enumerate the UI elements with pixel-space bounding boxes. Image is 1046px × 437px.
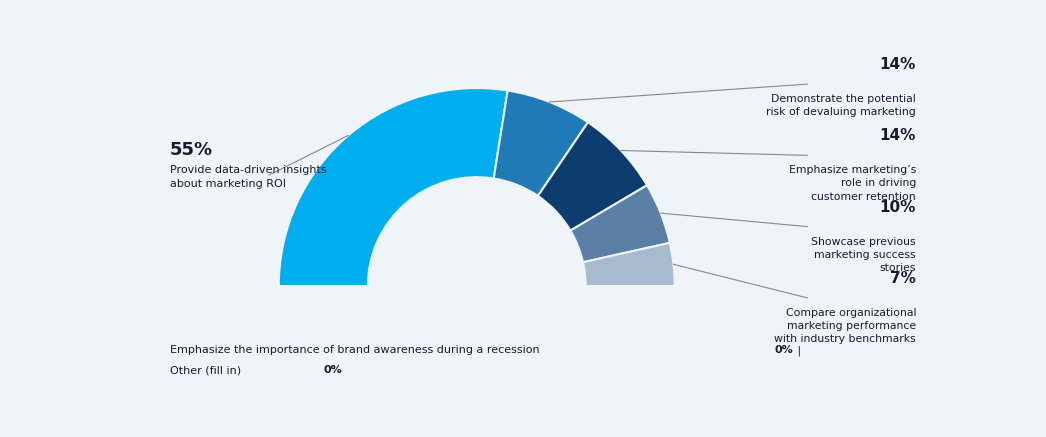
- Text: 14%: 14%: [880, 57, 916, 72]
- Text: Demonstrate the potential
risk of devaluing marketing: Demonstrate the potential risk of devalu…: [767, 94, 916, 117]
- Text: Emphasize marketing’s
role in driving
customer retention: Emphasize marketing’s role in driving cu…: [789, 165, 916, 201]
- Text: 7%: 7%: [890, 271, 916, 286]
- Wedge shape: [538, 122, 647, 231]
- Text: Showcase previous
marketing success
stories: Showcase previous marketing success stor…: [812, 236, 916, 273]
- Text: Other (fill in): Other (fill in): [169, 365, 245, 375]
- Text: Compare organizational
marketing performance
with industry benchmarks: Compare organizational marketing perform…: [774, 308, 916, 344]
- Text: Emphasize the importance of brand awareness during a recession: Emphasize the importance of brand awaren…: [169, 345, 543, 355]
- Text: 0%: 0%: [323, 365, 342, 375]
- Text: 0%: 0%: [775, 345, 794, 355]
- Wedge shape: [494, 90, 588, 196]
- Text: 55%: 55%: [169, 141, 213, 160]
- Wedge shape: [570, 185, 669, 262]
- Wedge shape: [279, 88, 507, 286]
- Text: |: |: [794, 345, 801, 356]
- Text: 14%: 14%: [880, 128, 916, 143]
- Wedge shape: [583, 243, 675, 286]
- Text: Provide data-driven insights
about marketing ROI: Provide data-driven insights about marke…: [169, 165, 326, 189]
- Text: 10%: 10%: [880, 200, 916, 215]
